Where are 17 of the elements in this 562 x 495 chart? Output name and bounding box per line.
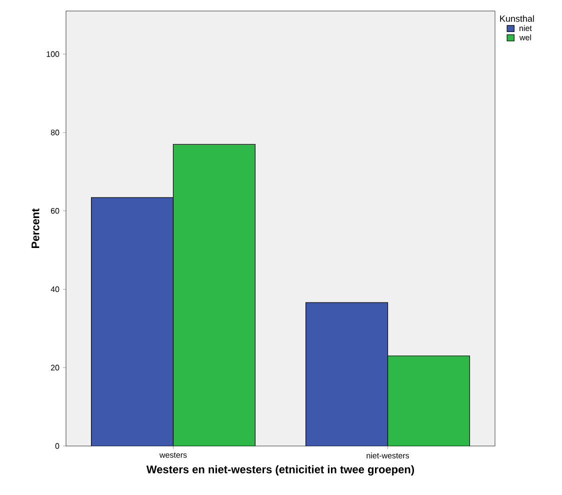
bar [172,144,256,446]
bar [387,356,470,446]
legend-label: wel [519,34,531,40]
y-tick-label: 40 [50,286,60,292]
x-tick-label: westers [159,452,187,458]
y-tick-label: 100 [46,51,60,57]
legend-title: Kunsthal [500,15,534,22]
y-tick-label: 0 [55,443,60,449]
bar [91,197,174,446]
y-axis-title: Percent [32,208,40,248]
y-tick-label: 60 [50,208,60,214]
x-axis-title: Westers en niet-westers (etnicitiet in twee groepen) [146,465,414,476]
y-tick-label: 20 [50,364,60,370]
legend-label: niet [520,25,532,32]
y-tick-label: 80 [50,130,60,136]
x-tick-label: niet-westers [366,452,410,458]
bar [306,302,388,446]
